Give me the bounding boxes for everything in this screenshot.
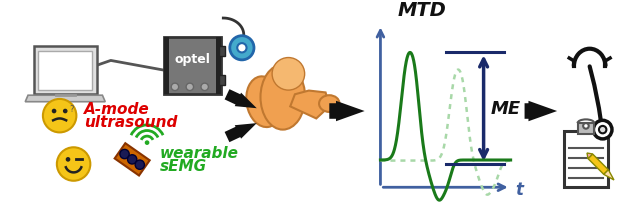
Polygon shape — [225, 90, 257, 109]
Text: ?: ? — [69, 104, 74, 113]
Polygon shape — [291, 91, 330, 119]
Circle shape — [127, 155, 137, 164]
Ellipse shape — [260, 65, 305, 130]
Polygon shape — [564, 132, 608, 187]
Circle shape — [583, 123, 589, 129]
Circle shape — [135, 160, 145, 170]
Text: optel: optel — [175, 53, 211, 66]
Circle shape — [145, 141, 149, 145]
Circle shape — [172, 84, 179, 91]
Polygon shape — [604, 170, 614, 180]
Polygon shape — [164, 38, 170, 95]
Circle shape — [52, 109, 56, 114]
Polygon shape — [587, 153, 593, 159]
Ellipse shape — [272, 58, 305, 91]
Circle shape — [63, 109, 68, 114]
Circle shape — [237, 44, 246, 53]
Circle shape — [43, 99, 76, 133]
Text: wearable: wearable — [160, 146, 239, 161]
Text: ME: ME — [491, 100, 521, 118]
Circle shape — [230, 37, 254, 61]
Polygon shape — [330, 101, 365, 122]
Polygon shape — [25, 96, 105, 102]
Text: sEMG: sEMG — [160, 159, 207, 174]
Circle shape — [66, 157, 70, 162]
Circle shape — [186, 84, 193, 91]
Polygon shape — [219, 76, 225, 85]
Polygon shape — [164, 38, 221, 95]
Circle shape — [120, 150, 129, 159]
Circle shape — [593, 121, 612, 139]
Text: t: t — [515, 180, 524, 198]
Text: MTD: MTD — [397, 1, 446, 20]
Polygon shape — [588, 154, 609, 174]
Polygon shape — [219, 47, 225, 57]
Circle shape — [201, 84, 209, 91]
Polygon shape — [216, 38, 221, 95]
Polygon shape — [225, 123, 257, 142]
Polygon shape — [38, 51, 92, 90]
Text: A-mode: A-mode — [84, 101, 150, 116]
Ellipse shape — [246, 77, 282, 128]
Circle shape — [57, 147, 90, 181]
Ellipse shape — [319, 96, 340, 112]
Polygon shape — [115, 143, 150, 176]
Polygon shape — [577, 123, 595, 135]
Polygon shape — [34, 47, 97, 95]
Text: ultrasound: ultrasound — [84, 114, 177, 129]
Circle shape — [599, 126, 606, 134]
Polygon shape — [525, 101, 557, 122]
